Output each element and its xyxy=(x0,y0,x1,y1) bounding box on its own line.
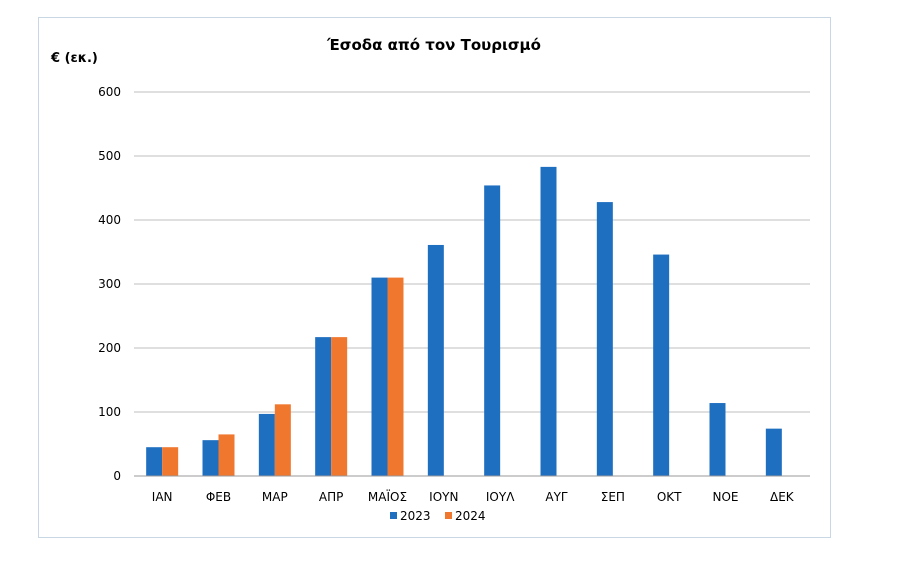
legend-swatch-2024 xyxy=(445,512,452,519)
bar-2023-ΙΑΝ xyxy=(146,447,163,476)
bar-2024-ΙΑΝ xyxy=(162,447,179,476)
y-tick-label: 200 xyxy=(98,341,121,355)
bars xyxy=(146,166,782,476)
x-tick-label: ΑΠΡ xyxy=(319,490,343,504)
x-tick-label: ΙΟΥΝ xyxy=(429,490,458,504)
bar-2023-ΝΟΕ xyxy=(709,403,726,476)
x-tick-label: ΟΚΤ xyxy=(657,490,682,504)
bar-2023-ΑΥΓ xyxy=(540,166,557,476)
legend-label: 2024 xyxy=(455,509,486,523)
bar-2023-ΙΟΥΝ xyxy=(427,244,444,476)
legend-swatch-2023 xyxy=(390,512,397,519)
chart-title: Έσοδα από τον Τουρισμό xyxy=(326,36,541,54)
bar-2023-ΦΕΒ xyxy=(202,440,219,476)
y-axis-label: € (εκ.) xyxy=(50,51,98,66)
x-tick-label: ΔΕΚ xyxy=(770,490,795,504)
x-tick-label: ΜΑΪΟΣ xyxy=(368,489,407,504)
legend: 2023 2024 xyxy=(390,509,486,523)
y-tick-label: 0 xyxy=(113,469,121,483)
bar-2023-ΟΚΤ xyxy=(653,254,670,476)
bar-2023-ΔΕΚ xyxy=(765,428,782,476)
x-tick-label: ΣΕΠ xyxy=(601,490,625,504)
bar-2024-ΜΑΡ xyxy=(274,404,291,476)
x-tick-label: ΙΟΥΛ xyxy=(486,490,515,504)
y-tick-label: 400 xyxy=(98,213,121,227)
bar-2024-ΑΠΡ xyxy=(331,337,348,476)
bar-2023-ΙΟΥΛ xyxy=(484,185,501,476)
bar-2024-ΜΑΪΟΣ xyxy=(387,277,404,476)
x-tick-label: ΙΑΝ xyxy=(152,490,173,504)
y-tick-label: 100 xyxy=(98,405,121,419)
y-axis-ticks: 0 100 200 300 400 500 600 xyxy=(98,85,121,483)
bar-2023-ΑΠΡ xyxy=(315,337,332,476)
x-tick-label: ΝΟΕ xyxy=(712,490,738,504)
bar-2023-ΣΕΠ xyxy=(596,202,613,476)
bar-2024-ΦΕΒ xyxy=(218,434,235,476)
gridlines xyxy=(134,91,810,413)
x-tick-label: ΑΥΓ xyxy=(545,490,568,504)
x-axis-ticks: ΙΑΝ ΦΕΒ ΜΑΡ ΑΠΡ ΜΑΪΟΣ ΙΟΥΝ ΙΟΥΛ ΑΥΓ ΣΕΠ ΟΚΤ ΝΟΕ ΔΕΚ xyxy=(152,489,795,504)
bar-2023-ΜΑΪΟΣ xyxy=(371,277,388,476)
y-tick-label: 600 xyxy=(98,85,121,99)
legend-label: 2023 xyxy=(400,509,431,523)
x-tick-label: ΦΕΒ xyxy=(206,490,231,504)
y-tick-label: 500 xyxy=(98,149,121,163)
x-tick-label: ΜΑΡ xyxy=(262,490,288,504)
bar-2023-ΜΑΡ xyxy=(258,413,275,476)
y-tick-label: 300 xyxy=(98,277,121,291)
